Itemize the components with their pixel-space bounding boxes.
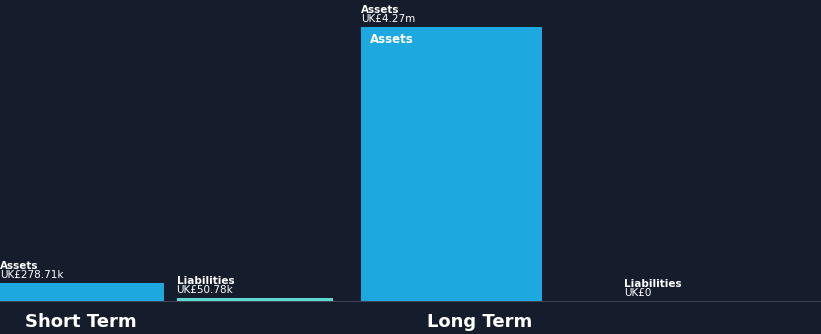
Text: Long Term: Long Term [427, 313, 532, 331]
Text: UK£50.78k: UK£50.78k [177, 285, 233, 295]
Text: Liabilities: Liabilities [624, 279, 681, 289]
Bar [177, 298, 333, 301]
Text: Liabilities: Liabilities [177, 276, 234, 286]
Bar [0, 283, 164, 301]
Text: Short Term: Short Term [25, 313, 136, 331]
Text: UK£4.27m: UK£4.27m [361, 14, 415, 24]
Text: Assets: Assets [369, 33, 413, 46]
Bar [361, 27, 542, 301]
Text: Assets: Assets [361, 5, 400, 15]
Text: UK£0: UK£0 [624, 288, 651, 298]
Text: Assets: Assets [0, 261, 39, 271]
Text: UK£278.71k: UK£278.71k [0, 270, 63, 280]
